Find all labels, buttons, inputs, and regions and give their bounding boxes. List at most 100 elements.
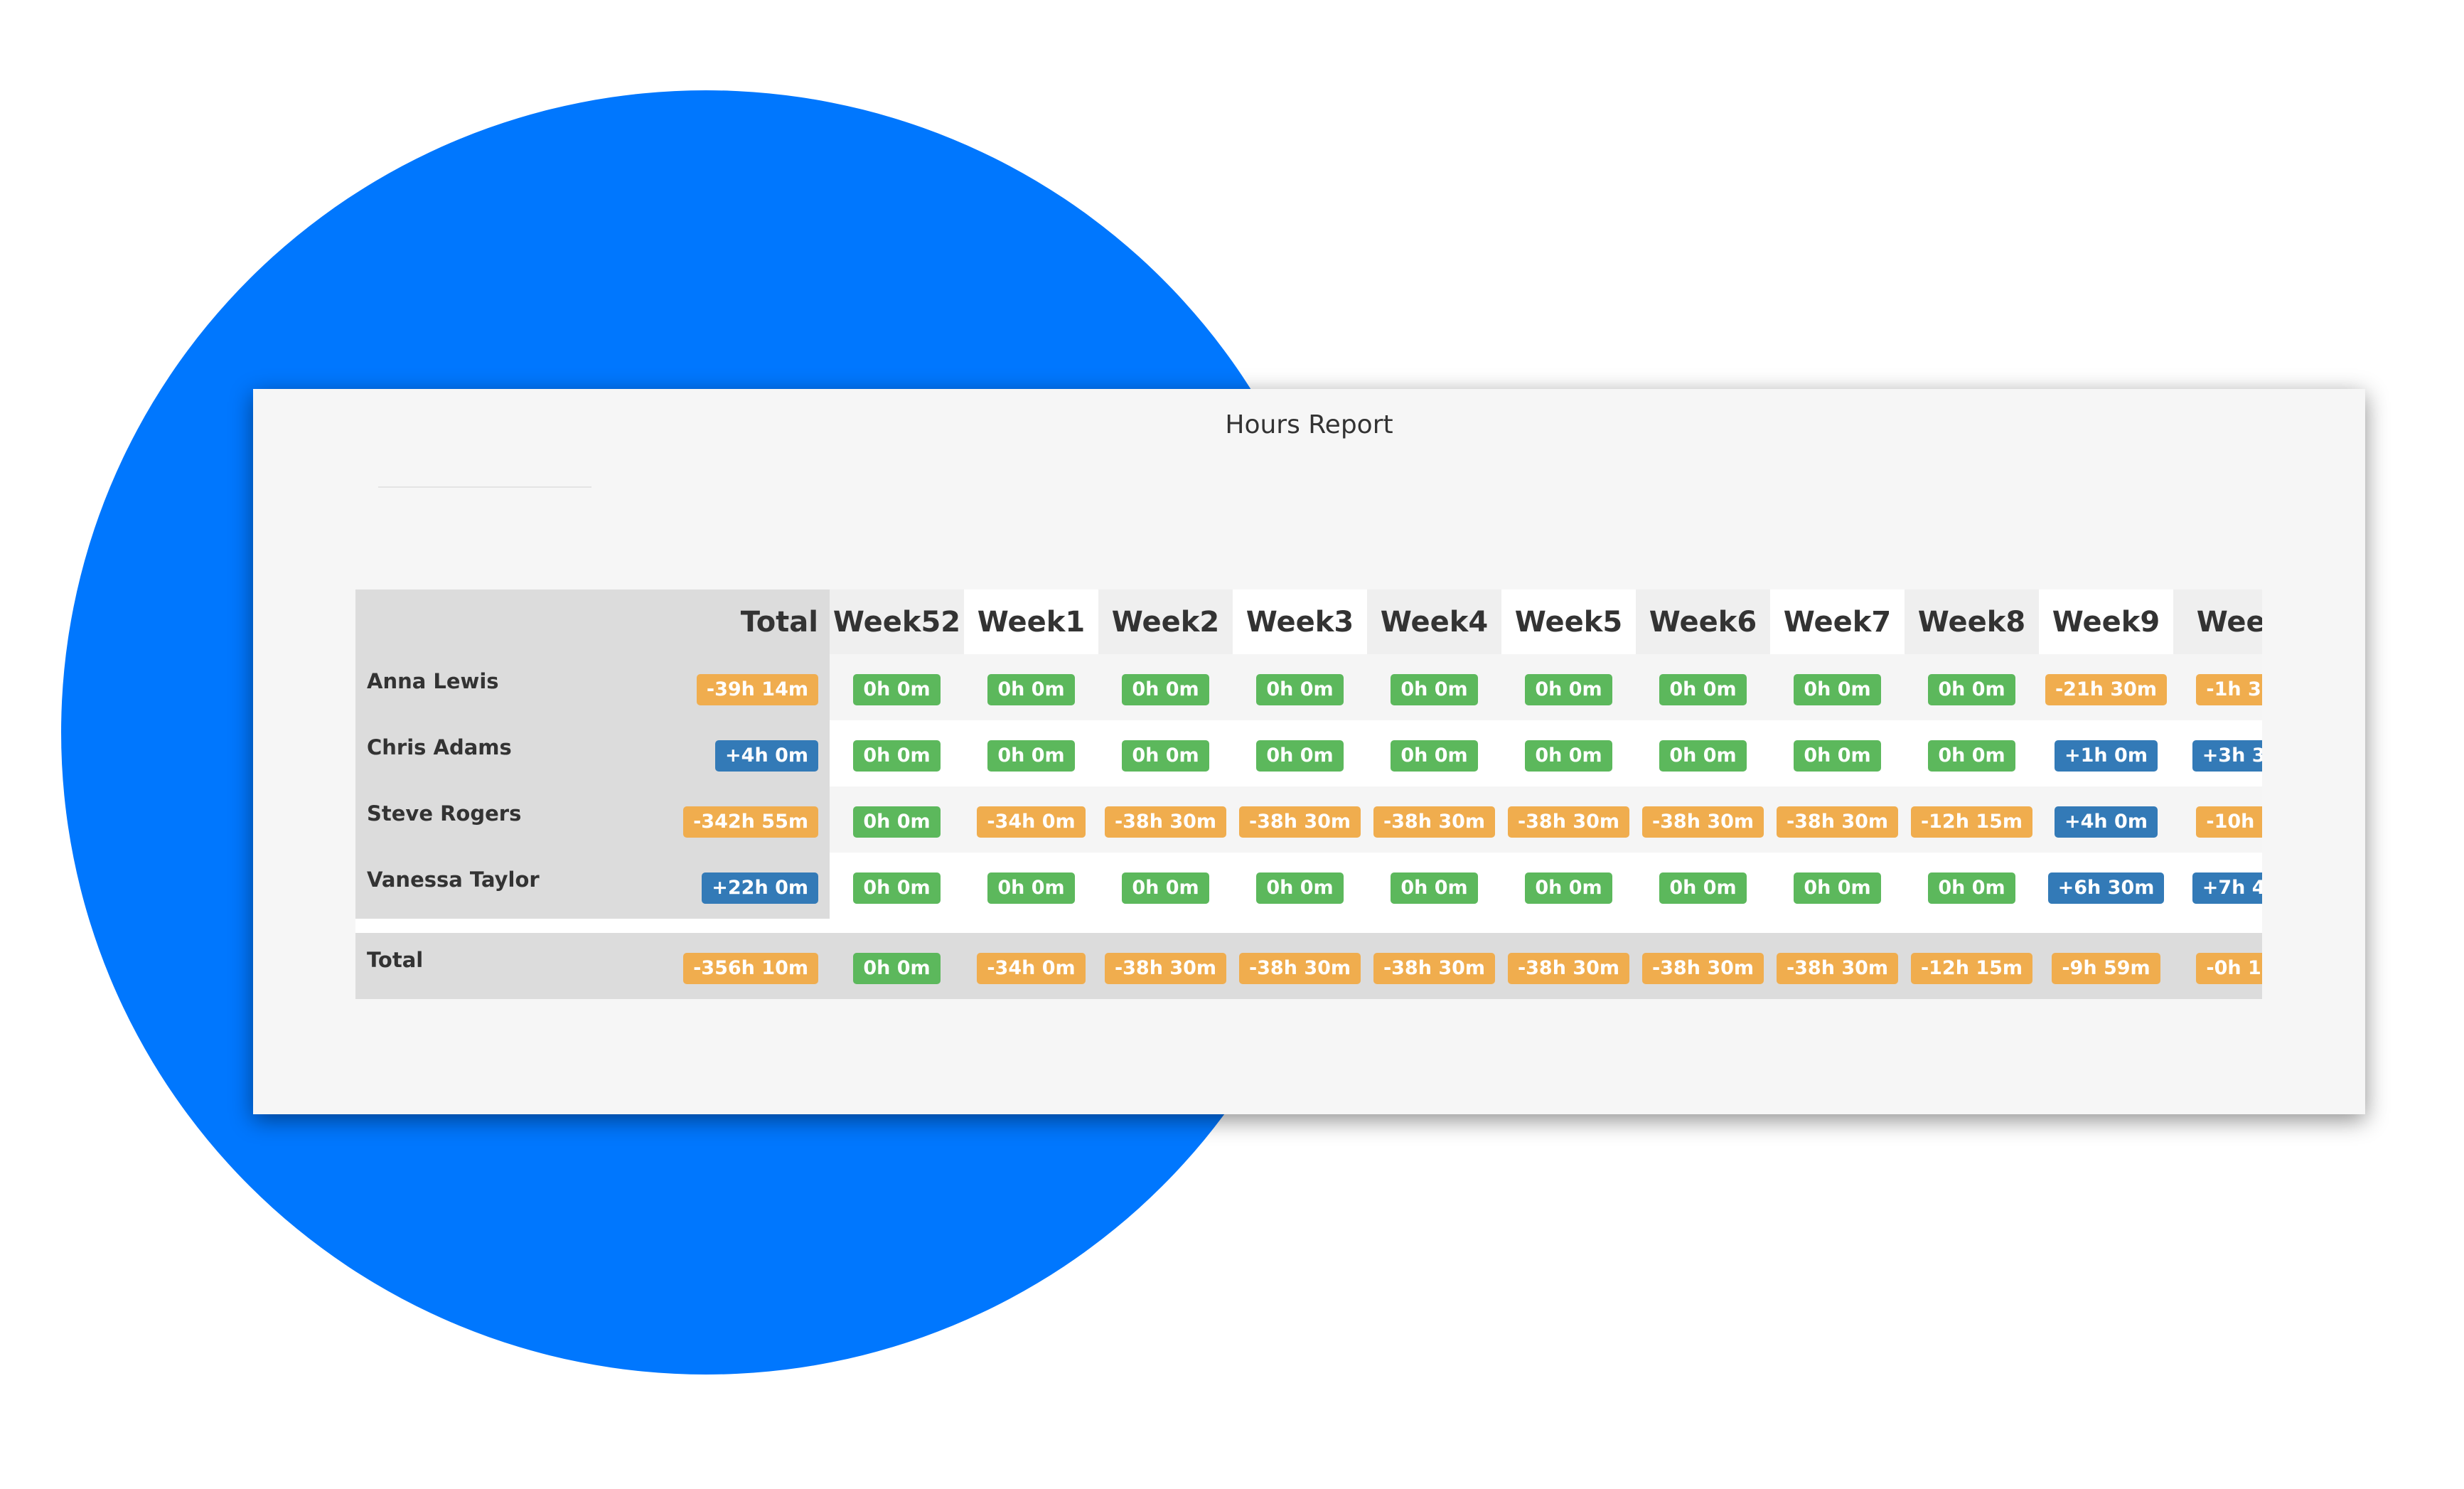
week-cell: -38h 30m <box>1367 933 1501 999</box>
week-cell: 0h 0m <box>830 933 964 999</box>
divider <box>378 486 591 488</box>
employee-row: Vanessa Taylor +22h 0m 0h 0m 0h 0m 0h 0m 0h 0… <box>355 853 2262 919</box>
week-cell: -38h 30m <box>1233 933 1367 999</box>
column-header: Week4 <box>1367 589 1501 654</box>
hours-table: Total Week52 Week1 Week2 Week3 Week4 Week5 Week… <box>355 589 2262 1002</box>
hours-badge: +3h 30 <box>2192 740 2262 772</box>
hours-badge: -10h 3 <box>2196 806 2262 838</box>
column-header: Week2 <box>1098 589 1233 654</box>
week-cell: -9h 59m <box>2039 933 2173 999</box>
hours-badge: 0h 0m <box>853 673 941 705</box>
week-cell: 0h 0m <box>1905 654 2039 720</box>
hours-badge: -38h 30m <box>1776 952 1899 984</box>
hours-badge: 0h 0m <box>853 740 941 772</box>
hours-badge: -38h 30m <box>1507 806 1630 838</box>
week-cell: 0h 0m <box>1905 720 2039 786</box>
hours-badge: -9h 59m <box>2052 952 2160 984</box>
hours-badge: +22h 0m <box>702 872 818 904</box>
column-header: Week1 <box>964 589 1098 654</box>
column-header: Week6 <box>1636 589 1770 654</box>
hours-badge: -38h 30m <box>1641 952 1764 984</box>
hours-badge: +1h 0m <box>2055 740 2158 772</box>
column-header: Week52 <box>830 589 964 654</box>
hours-badge: 0h 0m <box>1122 673 1209 705</box>
week-cell: -34h 0m <box>964 786 1098 853</box>
name-cell: Anna Lewis -39h 14m <box>355 654 830 720</box>
week-cell: -12h 15m <box>1905 933 2039 999</box>
week-cell: -12h 15m <box>1905 786 2039 853</box>
hours-badge: -1h 30 <box>2196 673 2262 705</box>
hours-badge: 0h 0m <box>987 673 1075 705</box>
hours-badge: -39h 14m <box>696 673 818 705</box>
column-header: Week7 <box>1770 589 1905 654</box>
hours-badge: 0h 0m <box>1928 872 2015 904</box>
hours-badge: 0h 0m <box>987 872 1075 904</box>
hours-badge: +4h 0m <box>2055 806 2158 838</box>
week-cell: -1h 30 <box>2173 654 2262 720</box>
hours-badge: -38h 30m <box>1104 806 1227 838</box>
hours-badge: -38h 30m <box>1238 952 1361 984</box>
hours-badge: -38h 30m <box>1507 952 1630 984</box>
hours-badge: -356h 10m <box>683 952 818 984</box>
hours-badge: -34h 0m <box>977 806 1086 838</box>
week-cell: +7h 45 <box>2173 853 2262 919</box>
hours-badge: -38h 30m <box>1238 806 1361 838</box>
row-name: Steve Rogers <box>367 801 522 826</box>
hours-badge: 0h 0m <box>853 952 941 984</box>
week-cell: -38h 30m <box>1367 786 1501 853</box>
week-cell: +1h 0m <box>2039 720 2173 786</box>
week-cell: 0h 0m <box>1367 654 1501 720</box>
week-cell: 0h 0m <box>1501 654 1636 720</box>
hours-badge: 0h 0m <box>1391 872 1478 904</box>
hours-badge: 0h 0m <box>853 806 941 838</box>
hours-badge: 0h 0m <box>1928 673 2015 705</box>
week-cell: -38h 30m <box>1501 933 1636 999</box>
hours-badge: 0h 0m <box>1525 740 1612 772</box>
week-cell: 0h 0m <box>1233 654 1367 720</box>
week-cell: -38h 30m <box>1501 786 1636 853</box>
name-cell: Total -356h 10m <box>355 933 830 999</box>
column-header: Total <box>355 589 830 654</box>
hours-badge: 0h 0m <box>1525 872 1612 904</box>
hours-badge: 0h 0m <box>1928 740 2015 772</box>
hours-badge: 0h 0m <box>1659 740 1747 772</box>
week-cell: 0h 0m <box>1636 654 1770 720</box>
week-cell: -38h 30m <box>1770 933 1905 999</box>
week-cell: 0h 0m <box>830 654 964 720</box>
week-cell: -38h 30m <box>1098 786 1233 853</box>
row-name: Anna Lewis <box>367 668 499 693</box>
week-cell: 0h 0m <box>1636 853 1770 919</box>
hours-badge: -38h 30m <box>1104 952 1227 984</box>
week-cell: 0h 0m <box>830 853 964 919</box>
week-cell: 0h 0m <box>1501 853 1636 919</box>
week-cell: -34h 0m <box>964 933 1098 999</box>
week-cell: -38h 30m <box>1098 933 1233 999</box>
hours-badge: +6h 30m <box>2047 872 2165 904</box>
hours-badge: -34h 0m <box>977 952 1086 984</box>
week-cell: 0h 0m <box>1098 853 1233 919</box>
hours-badge: +4h 0m <box>715 740 818 772</box>
week-cell: -21h 30m <box>2039 654 2173 720</box>
hours-badge: -0h 18 <box>2196 952 2262 984</box>
row-name: Vanessa Taylor <box>367 867 540 892</box>
week-cell: 0h 0m <box>1501 720 1636 786</box>
hours-badge: -38h 30m <box>1776 806 1899 838</box>
name-cell: Chris Adams +4h 0m <box>355 720 830 786</box>
week-cell: 0h 0m <box>964 720 1098 786</box>
week-cell: +4h 0m <box>2039 786 2173 853</box>
employee-row: Steve Rogers -342h 55m 0h 0m -34h 0m -38h 30… <box>355 786 2262 853</box>
employee-row: Anna Lewis -39h 14m 0h 0m 0h 0m 0h 0m 0h 0m 0h… <box>355 654 2262 720</box>
spacer <box>355 919 2262 933</box>
header-row: Total Week52 Week1 Week2 Week3 Week4 Week5 Week… <box>355 589 2262 654</box>
total-row: Total -356h 10m 0h 0m -34h 0m -38h 30m -38h 3… <box>355 933 2262 999</box>
week-cell: -10h 3 <box>2173 786 2262 853</box>
hours-badge: 0h 0m <box>1794 872 1881 904</box>
hours-badge: 0h 0m <box>1794 740 1881 772</box>
hours-badge: 0h 0m <box>1391 673 1478 705</box>
week-cell: -38h 30m <box>1636 933 1770 999</box>
hours-badge: 0h 0m <box>1256 673 1344 705</box>
column-header: Week <box>2173 589 2262 654</box>
week-cell: 0h 0m <box>1636 720 1770 786</box>
column-header: Week3 <box>1233 589 1367 654</box>
week-cell: -38h 30m <box>1770 786 1905 853</box>
